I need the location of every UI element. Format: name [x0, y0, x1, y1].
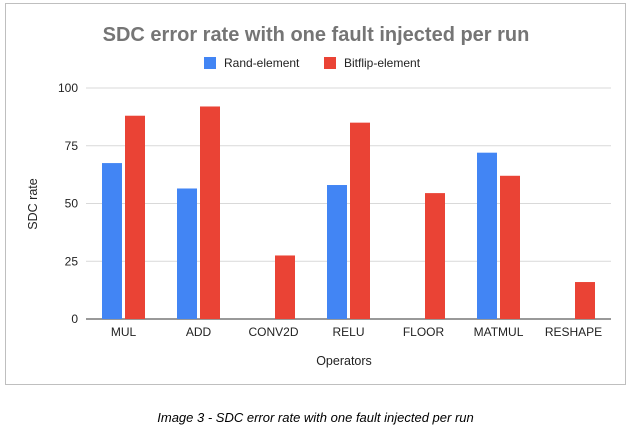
legend-label-rand-element: Rand-element — [224, 56, 300, 70]
x-tick-label: RELU — [332, 325, 364, 339]
bar-rand-element-mul — [102, 163, 122, 319]
y-tick-label: 25 — [65, 254, 79, 268]
bar-bitflip-element-mul — [125, 115, 145, 319]
x-tick-label: ADD — [186, 325, 212, 339]
x-tick-label: CONV2D — [248, 325, 298, 339]
bar-bitflip-element-matmul — [500, 175, 520, 319]
legend-swatch-rand-element — [204, 57, 216, 69]
y-tick-label: 0 — [71, 312, 78, 326]
chart-title: SDC error rate with one fault injected p… — [103, 24, 530, 46]
bar-bitflip-element-reshape — [575, 282, 595, 319]
figure-caption: Image 3 - SDC error rate with one fault … — [157, 410, 474, 425]
legend-label-bitflip-element: Bitflip-element — [344, 56, 421, 70]
bar-chart: SDC error rate with one fault injected p… — [26, 24, 611, 368]
x-axis-label: Operators — [316, 354, 372, 368]
x-tick-label: MUL — [111, 325, 137, 339]
x-tick-label: RESHAPE — [545, 325, 602, 339]
bars — [102, 106, 595, 320]
x-tick-label: FLOOR — [403, 325, 445, 339]
chart-frame: SDC error rate with one fault injected p… — [5, 3, 626, 385]
bar-rand-element-matmul — [477, 152, 497, 319]
legend-swatch-bitflip-element — [324, 57, 336, 69]
y-tick-label: 100 — [58, 81, 78, 95]
y-tick-label: 50 — [65, 197, 79, 211]
bar-rand-element-add — [177, 188, 197, 319]
x-axis-categories: MUL ADD CONV2D RELU FLOOR MATMUL RESHAPE — [111, 325, 602, 339]
bar-bitflip-element-relu — [350, 122, 370, 320]
y-axis-label: SDC rate — [26, 178, 40, 229]
y-tick-label: 75 — [65, 139, 79, 153]
bar-bitflip-element-add — [200, 106, 220, 319]
bar-bitflip-element-floor — [425, 193, 445, 319]
bar-bitflip-element-conv2d — [275, 255, 295, 319]
legend: Rand-element Bitflip-element — [204, 56, 421, 70]
y-axis-ticks: 0 25 50 75 100 — [58, 81, 78, 326]
bar-rand-element-relu — [327, 185, 347, 319]
x-tick-label: MATMUL — [474, 325, 524, 339]
gridlines — [86, 87, 611, 320]
